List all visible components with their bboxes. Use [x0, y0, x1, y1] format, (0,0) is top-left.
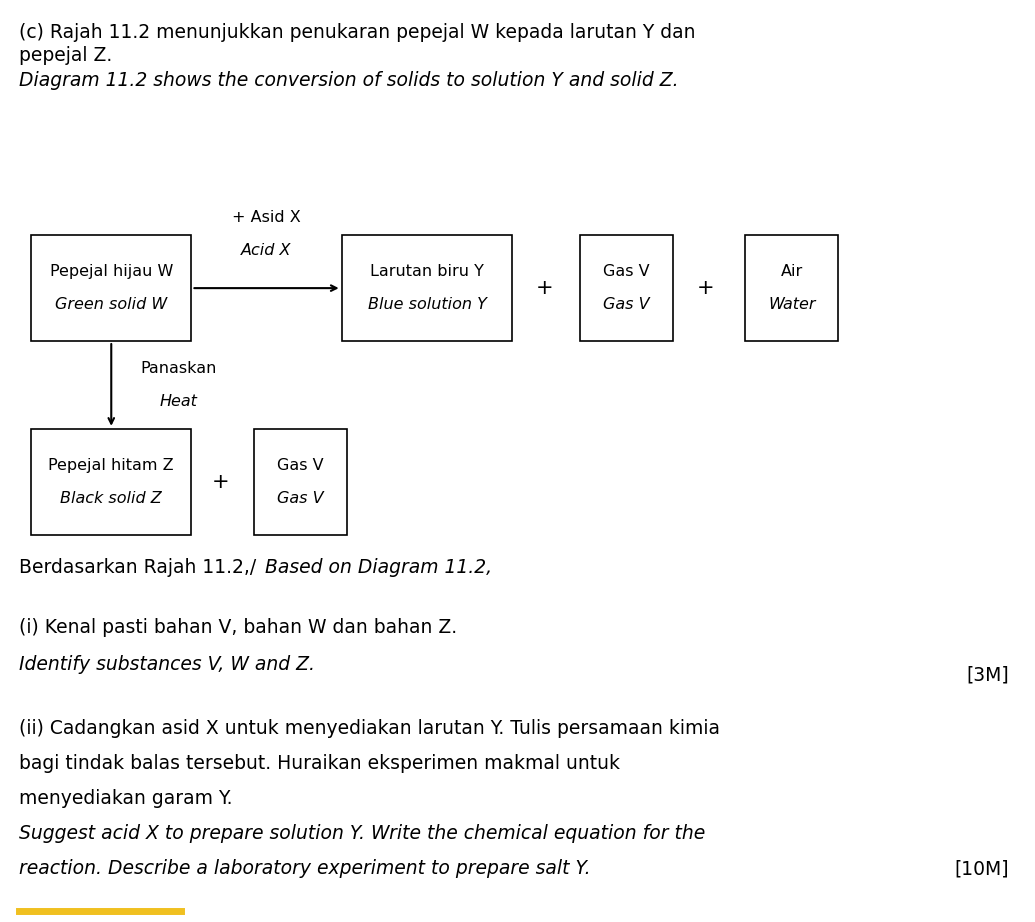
Text: Suggest acid X to prepare solution Y. Write the chemical equation for the: Suggest acid X to prepare solution Y. Wr…: [19, 824, 705, 844]
Text: Heat: Heat: [159, 394, 198, 409]
FancyBboxPatch shape: [31, 235, 191, 341]
FancyBboxPatch shape: [31, 429, 191, 535]
Text: Gas V: Gas V: [276, 457, 324, 473]
FancyBboxPatch shape: [342, 235, 512, 341]
Text: [3M]: [3M]: [967, 666, 1009, 685]
Text: Blue solution Y: Blue solution Y: [367, 297, 486, 313]
Text: Air: Air: [780, 264, 803, 279]
Text: Green solid W: Green solid W: [55, 297, 168, 313]
FancyBboxPatch shape: [580, 235, 673, 341]
Text: Pepejal hitam Z: Pepejal hitam Z: [49, 457, 174, 473]
Text: + Asid X: + Asid X: [232, 210, 301, 225]
Text: Pepejal hijau W: Pepejal hijau W: [50, 264, 173, 279]
Text: Berdasarkan Rajah 11.2,/: Berdasarkan Rajah 11.2,/: [19, 558, 262, 577]
Text: Larutan biru Y: Larutan biru Y: [369, 264, 484, 279]
Text: Based on Diagram 11.2,: Based on Diagram 11.2,: [265, 558, 492, 577]
Text: Gas V: Gas V: [602, 264, 650, 279]
FancyBboxPatch shape: [745, 235, 838, 341]
Text: Diagram 11.2 shows the conversion of solids to solution Y and solid Z.: Diagram 11.2 shows the conversion of sol…: [19, 71, 678, 90]
Text: Acid X: Acid X: [241, 242, 292, 257]
Text: Gas V: Gas V: [602, 297, 650, 313]
Text: Panaskan: Panaskan: [141, 361, 216, 376]
Text: +: +: [211, 472, 230, 491]
Text: (c) Rajah 11.2 menunjukkan penukaran pepejal W kepada larutan Y dan: (c) Rajah 11.2 menunjukkan penukaran pep…: [19, 23, 696, 42]
FancyBboxPatch shape: [254, 429, 347, 535]
Text: +: +: [535, 278, 554, 298]
Text: +: +: [697, 278, 715, 298]
Text: menyediakan garam Y.: menyediakan garam Y.: [19, 789, 232, 809]
Text: (i) Kenal pasti bahan V, bahan W dan bahan Z.: (i) Kenal pasti bahan V, bahan W dan bah…: [19, 618, 456, 637]
Text: (ii) Cadangkan asid X untuk menyediakan larutan Y. Tulis persamaan kimia: (ii) Cadangkan asid X untuk menyediakan …: [19, 719, 719, 739]
Text: bagi tindak balas tersebut. Huraikan eksperimen makmal untuk: bagi tindak balas tersebut. Huraikan eks…: [19, 754, 620, 774]
Text: Gas V: Gas V: [276, 491, 324, 506]
Text: Identify substances V, W and Z.: Identify substances V, W and Z.: [19, 655, 315, 674]
Text: pepejal Z.: pepejal Z.: [19, 46, 112, 65]
Text: reaction. Describe a laboratory experiment to prepare salt Y.: reaction. Describe a laboratory experime…: [19, 859, 590, 879]
Text: [10M]: [10M]: [954, 859, 1009, 879]
Text: Water: Water: [768, 297, 816, 313]
Text: Black solid Z: Black solid Z: [60, 491, 162, 506]
